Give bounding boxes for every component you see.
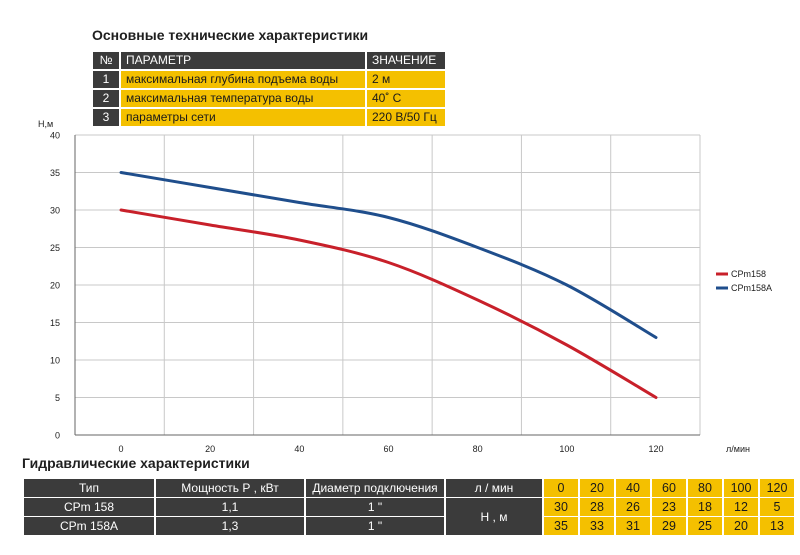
hydro-head-cell: 12	[724, 498, 758, 516]
x-tick-label: 100	[559, 444, 574, 454]
specs-row-value: 40˚ С	[367, 90, 445, 107]
specs-row: 3 параметры сети 220 В/50 Гц	[93, 109, 445, 126]
hydro-row-type: CPm 158A	[24, 517, 154, 535]
series-line-cpm158a	[119, 171, 658, 339]
hydro-head-cell: 33	[580, 517, 614, 535]
hydro-head-cell: 31	[616, 517, 650, 535]
legend-label: CPm158	[731, 269, 766, 279]
hydro-row-type: CPm 158	[24, 498, 154, 516]
specs-header-value: ЗНАЧЕНИЕ	[367, 52, 445, 69]
hydro-head-cell: 25	[688, 517, 722, 535]
hydro-flow-cell: 60	[652, 479, 686, 497]
hydro-head-cell: 23	[652, 498, 686, 516]
hydro-flow-cell: 80	[688, 479, 722, 497]
y-tick-label: 10	[50, 356, 60, 366]
hydro-head-cell: 13	[760, 517, 794, 535]
series-line-cpm158	[119, 208, 658, 399]
x-tick-label: 40	[294, 444, 304, 454]
hydro-row-diameter: 1 "	[306, 498, 444, 516]
hydro-row-power: 1,1	[156, 498, 304, 516]
y-axis-label: Н,м	[38, 119, 53, 129]
hydro-head-cell: 28	[580, 498, 614, 516]
hydro-flow-cell: 40	[616, 479, 650, 497]
chart-series	[119, 171, 658, 399]
specs-header-row: № ПАРАМЕТР ЗНАЧЕНИЕ	[93, 52, 445, 69]
specs-row-param: максимальная температура воды	[121, 90, 365, 107]
specs-row: 1 максимальная глубина подъема воды 2 м	[93, 71, 445, 88]
specs-table: № ПАРАМЕТР ЗНАЧЕНИЕ 1 максимальная глуби…	[91, 50, 447, 128]
specs-row-param: параметры сети	[121, 109, 365, 126]
hydro-header-diameter: Диаметр подключения	[306, 479, 444, 497]
specs-row: 2 максимальная температура воды 40˚ С	[93, 90, 445, 107]
hydro-header-flow: л / мин	[446, 479, 542, 497]
legend-label: CPm158A	[731, 283, 772, 293]
y-tick-label: 35	[50, 168, 60, 178]
y-tick-label: 5	[55, 393, 60, 403]
y-tick-label: 40	[50, 131, 60, 141]
chart-legend: CPm158 CPm158A	[716, 269, 772, 293]
hydro-row-power: 1,3	[156, 517, 304, 535]
x-tick-label: 20	[205, 444, 215, 454]
y-tick-label: 25	[50, 243, 60, 253]
chart-axes: 0 5 10 15 20 25 30 35 40 0 20 40 60 80 100 120 Н,м л/мин	[38, 119, 750, 454]
hydro-title: Гидравлические характеристики	[22, 455, 250, 471]
hydro-flow-cell: 120	[760, 479, 794, 497]
hydro-head-cell: 20	[724, 517, 758, 535]
x-axis-label: л/мин	[726, 444, 750, 454]
hydro-head-cell: 29	[652, 517, 686, 535]
specs-row-param: максимальная глубина подъема воды	[121, 71, 365, 88]
hydro-header-type: Тип	[24, 479, 154, 497]
hydro-row-diameter: 1 "	[306, 517, 444, 535]
hydro-header-head: Н , м	[446, 498, 542, 535]
y-tick-label: 15	[50, 318, 60, 328]
chart-grid	[75, 134, 701, 435]
specs-header-num: №	[93, 52, 119, 69]
y-tick-label: 0	[55, 431, 60, 441]
x-tick-label: 120	[648, 444, 663, 454]
specs-row-num: 3	[93, 109, 119, 126]
specs-row-value: 220 В/50 Гц	[367, 109, 445, 126]
specs-row-num: 2	[93, 90, 119, 107]
hydro-header-row: Тип Мощность Р , кВт Диаметр подключения…	[24, 479, 794, 497]
specs-title: Основные технические характеристики	[92, 27, 369, 43]
hydro-head-cell: 18	[688, 498, 722, 516]
hydro-table: Тип Мощность Р , кВт Диаметр подключения…	[22, 478, 796, 536]
x-tick-label: 80	[473, 444, 483, 454]
hydro-head-cell: 35	[544, 517, 578, 535]
hydro-row: CPm 158A 1,3 1 " 35 33 31 29 25 20 13	[24, 517, 794, 535]
x-tick-label: 60	[383, 444, 393, 454]
hydro-flow-cell: 0	[544, 479, 578, 497]
y-tick-label: 30	[50, 206, 60, 216]
y-tick-label: 20	[50, 281, 60, 291]
hydro-flow-cell: 20	[580, 479, 614, 497]
hydro-head-cell: 30	[544, 498, 578, 516]
hydro-head-cell: 5	[760, 498, 794, 516]
hydro-header-power: Мощность Р , кВт	[156, 479, 304, 497]
specs-row-value: 2 м	[367, 71, 445, 88]
hydro-row: CPm 158 1,1 1 " Н , м 30 28 26 23 18 12 …	[24, 498, 794, 535]
specs-header-param: ПАРАМЕТР	[121, 52, 365, 69]
x-tick-label: 0	[118, 444, 123, 454]
hydro-head-cell: 26	[616, 498, 650, 516]
hydro-flow-cell: 100	[724, 479, 758, 497]
specs-row-num: 1	[93, 71, 119, 88]
